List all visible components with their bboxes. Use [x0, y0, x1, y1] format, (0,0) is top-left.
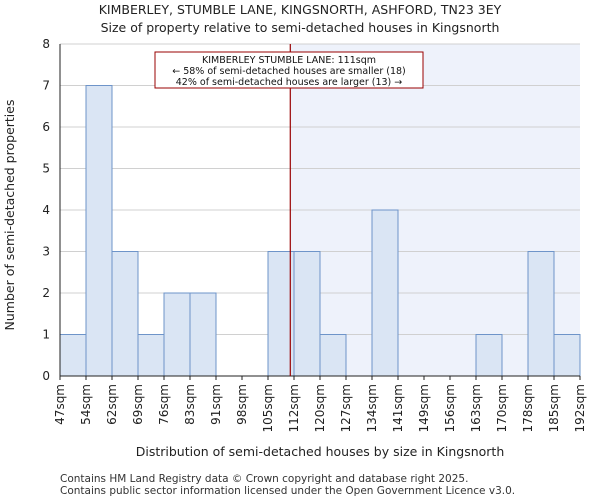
histogram-bar: [371, 209, 399, 377]
x-tick-label: 120sqm: [313, 384, 327, 432]
x-tick-label: 163sqm: [469, 384, 483, 432]
histogram-bar: [85, 85, 113, 377]
histogram-bar: [475, 334, 503, 377]
x-tick-label: 185sqm: [547, 384, 561, 432]
x-tick-label: 156sqm: [443, 384, 457, 432]
x-tick-label: 134sqm: [365, 384, 379, 432]
x-tick-label: 76sqm: [157, 384, 171, 425]
histogram-bar: [553, 334, 581, 377]
x-tick-label: 141sqm: [391, 384, 405, 432]
footer-licence: Contains public sector information licen…: [60, 485, 516, 497]
x-tick-label: 47sqm: [53, 384, 67, 425]
histogram-bar: [189, 292, 217, 377]
histogram-bar: [293, 251, 321, 377]
chart-title: KIMBERLEY, STUMBLE LANE, KINGSNORTH, ASH…: [98, 2, 502, 17]
x-tick-label: 62sqm: [105, 384, 119, 425]
annotation-line-3: 42% of semi-detached houses are larger (…: [176, 77, 403, 88]
x-tick-label: 105sqm: [261, 384, 275, 432]
histogram-bar: [267, 251, 295, 377]
x-tick-label: 54sqm: [79, 384, 93, 425]
histogram-bar: [137, 334, 165, 377]
x-axis-title: Distribution of semi-detached houses by …: [136, 444, 505, 459]
y-tick-label: 6: [42, 120, 50, 134]
x-tick-label: 91sqm: [209, 384, 223, 425]
y-axis-title: Number of semi-detached properties: [2, 100, 17, 331]
y-tick-label: 7: [42, 79, 50, 93]
y-tick-label: 5: [42, 162, 50, 176]
chart-subtitle: Size of property relative to semi-detach…: [100, 20, 500, 35]
histogram-bar: [319, 334, 347, 377]
annotation-line-2: ← 58% of semi-detached houses are smalle…: [172, 66, 406, 77]
x-tick-label: 149sqm: [417, 384, 431, 432]
x-tick-label: 69sqm: [131, 384, 145, 425]
annotation-line-1: KIMBERLEY STUMBLE LANE: 111sqm: [202, 55, 376, 66]
histogram-bar: [163, 292, 191, 377]
y-tick-label: 0: [42, 369, 50, 383]
x-tick-label: 170sqm: [495, 384, 509, 432]
x-tick-label: 192sqm: [573, 384, 587, 432]
y-tick-label: 2: [42, 286, 50, 300]
y-tick-label: 3: [42, 245, 50, 259]
footer-copyright: Contains HM Land Registry data © Crown c…: [60, 473, 469, 485]
histogram-bar: [527, 251, 555, 377]
histogram-bar: [59, 334, 87, 377]
x-tick-label: 98sqm: [235, 384, 249, 425]
x-tick-label: 83sqm: [183, 384, 197, 425]
y-tick-label: 1: [42, 328, 50, 342]
x-tick-label: 112sqm: [287, 384, 301, 432]
annotation-box: [154, 51, 424, 89]
y-tick-label: 4: [42, 203, 50, 217]
x-tick-label: 178sqm: [521, 384, 535, 432]
histogram-bar: [111, 251, 139, 377]
x-tick-label: 127sqm: [339, 384, 353, 432]
y-tick-label: 8: [42, 37, 50, 51]
